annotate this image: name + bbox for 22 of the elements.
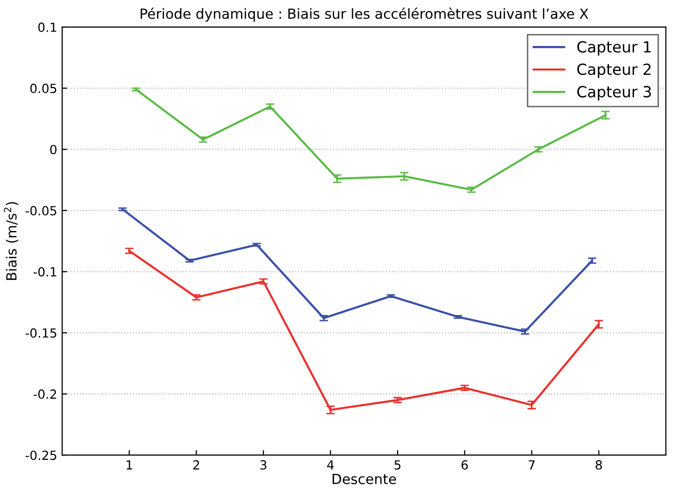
x-tick-label: 1 [126, 460, 132, 470]
x-tick-label: 3 [260, 460, 266, 470]
y-tick-label: 0 [50, 144, 56, 154]
legend-label: Capteur 1 [577, 41, 651, 56]
x-tick-label: 5 [394, 460, 400, 470]
y-tick-label: 0.1 [38, 22, 56, 32]
y-tick-label: -0.15 [26, 328, 56, 338]
y-tick-label: -0.2 [34, 389, 56, 399]
y-tick-label: -0.1 [34, 267, 56, 277]
legend-label: Capteur 3 [577, 86, 651, 100]
x-axis-title: Descente [332, 474, 396, 484]
x-tick-label: 6 [462, 460, 468, 470]
x-tick-label: 7 [528, 460, 535, 470]
y-axis-title: Biais (m/s$^{2}$) [4, 202, 18, 280]
x-tick-label: 2 [193, 460, 200, 470]
legend-label: Capteur 2 [577, 64, 651, 78]
y-tick-label: -0.25 [26, 450, 56, 460]
y-tick-label: -0.05 [26, 206, 56, 216]
chart-title: Période dynamique : Biais sur les accéléromètres suivant l’axe X [140, 8, 588, 22]
x-tick-label: 4 [327, 460, 334, 470]
x-tick-label: 8 [596, 460, 602, 470]
y-tick-label: 0.05 [30, 84, 56, 94]
